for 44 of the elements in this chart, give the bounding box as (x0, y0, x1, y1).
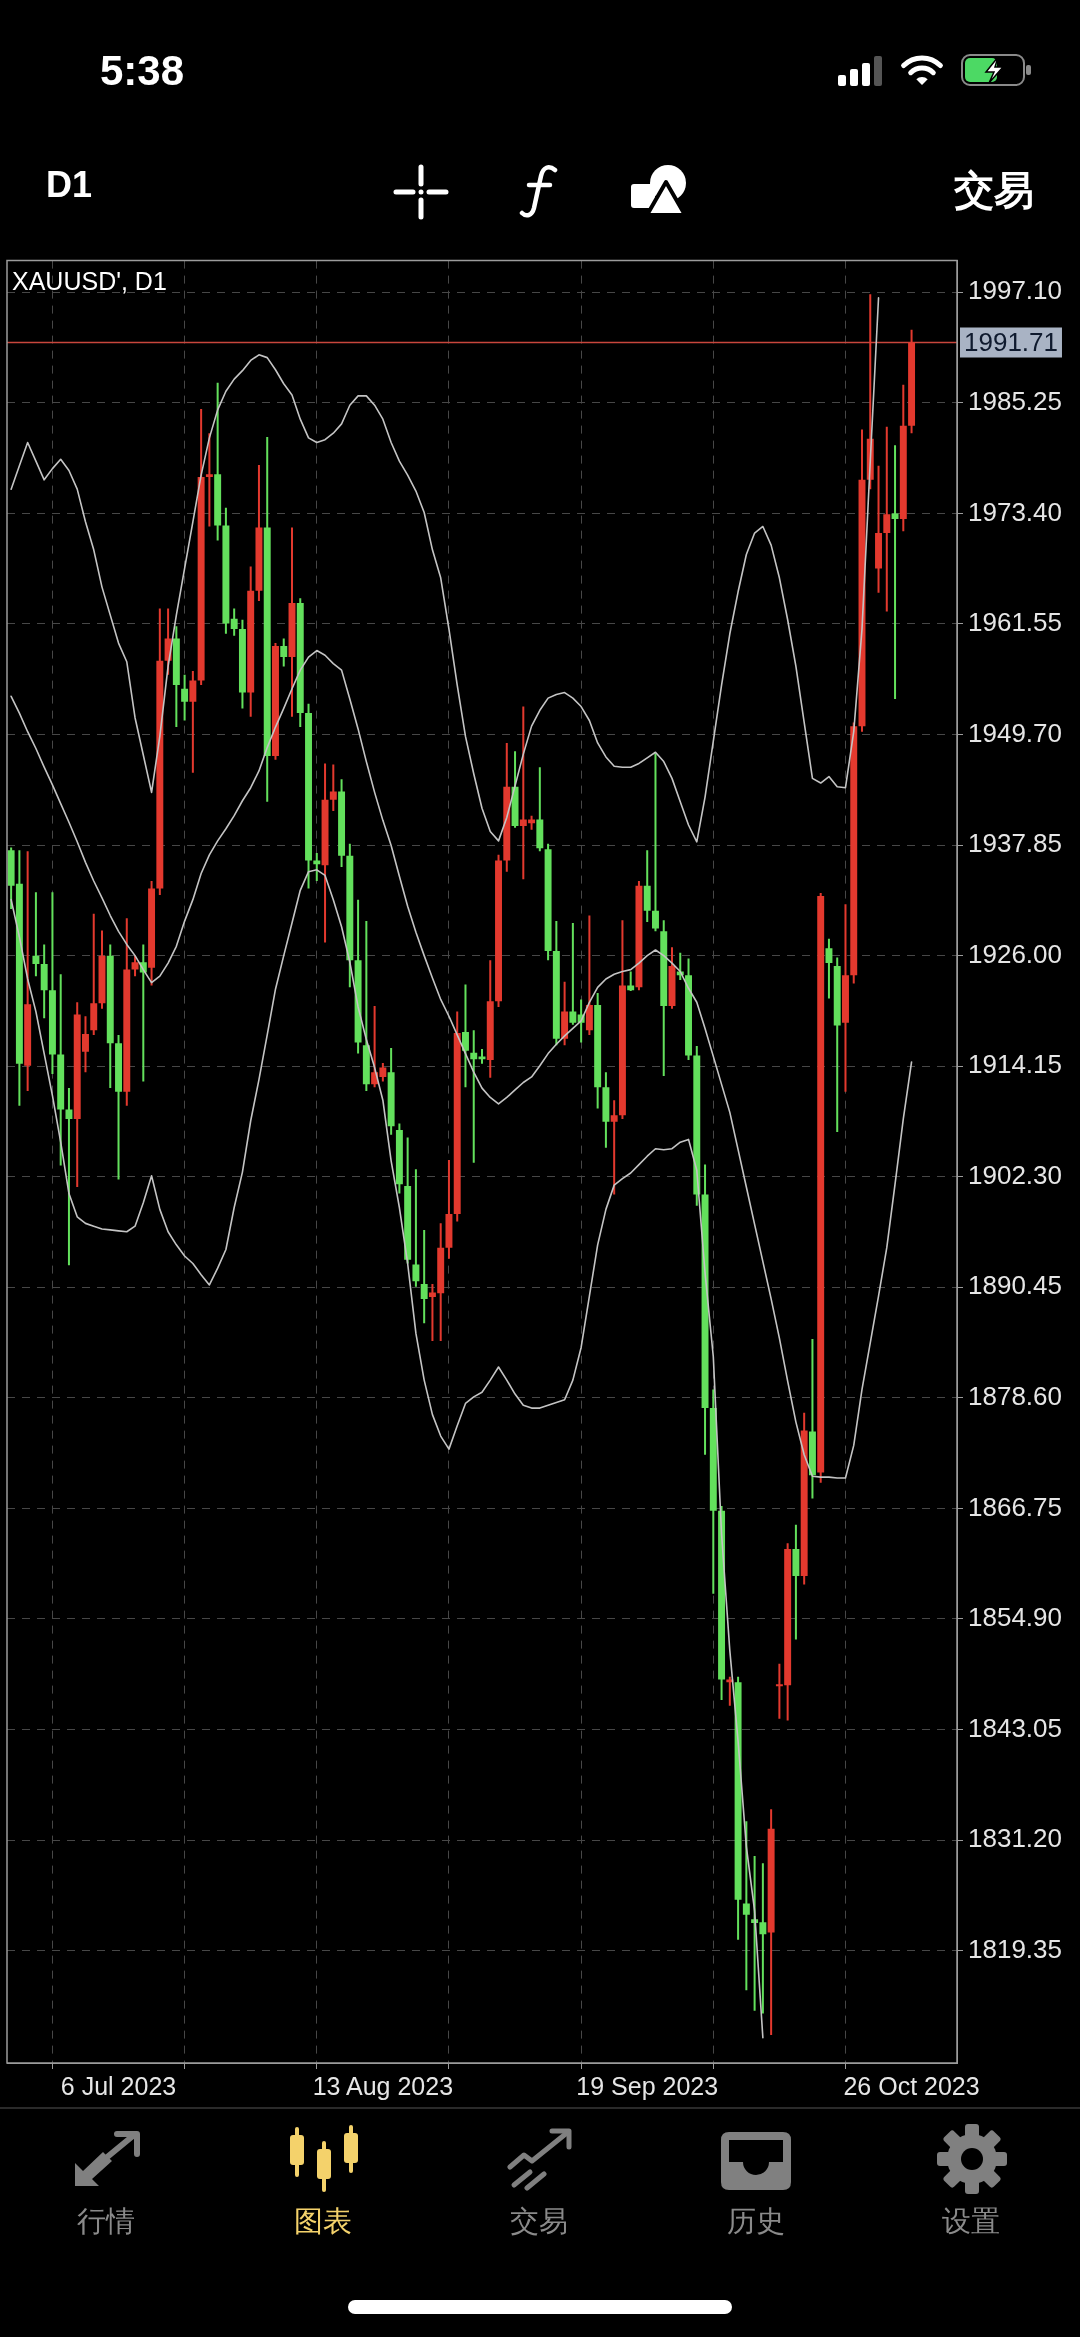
y-tick-label: 1949.70 (968, 717, 1062, 748)
y-tick-label: 1890.45 (968, 1270, 1062, 1301)
candlestick (569, 922, 577, 1025)
candlestick (883, 426, 891, 612)
text: 历史 (727, 2205, 785, 2237)
y-tick-label: 1854.90 (968, 1602, 1062, 1633)
candlestick (139, 944, 147, 1082)
y-tick-label: 1937.85 (968, 828, 1062, 859)
candlestick (329, 764, 337, 812)
x-tick-label: 26 Oct 2023 (843, 2071, 980, 2100)
candlestick (610, 1100, 618, 1195)
y-tick-label: 1926.00 (968, 938, 1062, 969)
y-tick-label: 1866.75 (968, 1491, 1062, 1522)
candlestick (65, 1088, 73, 1266)
y-tick-label: 1961.55 (968, 607, 1062, 638)
text: 交易 (954, 168, 1034, 212)
x-tick-label: 19 Sep 2023 (576, 2071, 719, 2100)
x-tick-label: 6 Jul 2023 (60, 2071, 177, 2100)
candlestick (412, 1169, 420, 1287)
y-tick-label: 1902.30 (968, 1159, 1062, 1190)
candlestick (891, 445, 899, 700)
y-tick-label: 1973.40 (968, 496, 1062, 527)
y-tick-label: 1819.35 (968, 1933, 1062, 1964)
candlestick (420, 1229, 428, 1324)
text: 5:38 (100, 47, 185, 94)
y-tick-label: 1831.20 (968, 1823, 1062, 1854)
candlestick (32, 892, 40, 977)
y-tick-label: 1914.15 (968, 1049, 1062, 1080)
candlestick (652, 753, 659, 932)
chart-title: XAUUSD', D1 (12, 266, 167, 295)
ref-line-label: 1991.71 (964, 326, 1058, 357)
text: 行情 (77, 2205, 135, 2237)
text: 交易 (510, 2205, 568, 2237)
candlestick (627, 971, 635, 992)
text: D1 (46, 164, 93, 205)
candlestick (470, 1030, 478, 1163)
y-tick-label: 1843.05 (968, 1712, 1062, 1743)
y-tick-label: 1878.60 (968, 1381, 1062, 1411)
y-tick-label: 1997.10 (968, 275, 1062, 306)
candlestick (205, 433, 213, 527)
x-tick-label: 13 Aug 2023 (312, 2071, 454, 2100)
y-tick-label: 1985.25 (968, 386, 1062, 417)
text: 设置 (942, 2205, 1000, 2237)
text: 图表 (294, 2205, 352, 2237)
